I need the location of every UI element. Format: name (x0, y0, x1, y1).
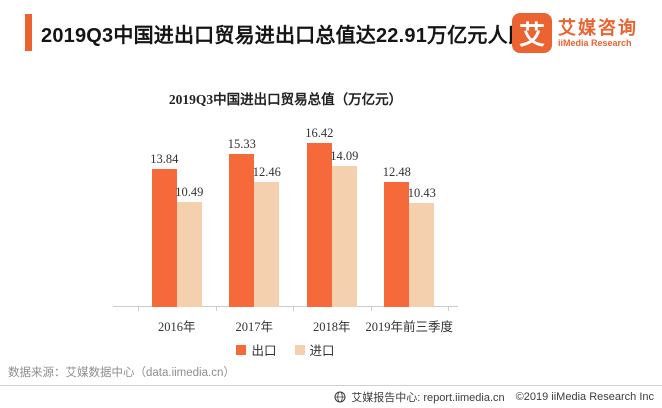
value-label-import-3: 14.09 (330, 149, 359, 163)
legend-item-export: 出口 (236, 340, 277, 359)
iimedia-logo-icon: 艾 (512, 13, 552, 53)
x-axis-label-1: 2016年 (157, 320, 196, 334)
globe-icon (334, 391, 346, 403)
data-source-note: 数据来源：艾媒数据中心（data.iimedia.cn） (8, 367, 235, 379)
bar-import-3 (331, 166, 357, 307)
chart-legend: 出口 进口 (113, 340, 458, 359)
chart-title: 2019Q3中国进出口贸易总值（万亿元） (168, 92, 403, 107)
brand-text: 艾媒咨询 iiMedia Research (558, 18, 638, 49)
report-header: 2019Q3中国进出口贸易进出口总值达22.91万亿元人民币 艾 艾媒咨询 ii… (0, 0, 662, 60)
page-title: 2019Q3中国进出口贸易进出口总值达22.91万亿元人民币 (41, 25, 549, 47)
bar-export-1 (151, 169, 177, 307)
axis-tick (293, 307, 294, 311)
value-label-import-2: 12.46 (252, 165, 281, 179)
title-accent-bar (25, 14, 32, 51)
legend-label-export: 出口 (251, 344, 277, 358)
axis-tick (370, 307, 372, 311)
footer-site-link: 艾媒报告中心: report.iimedia.cn (351, 392, 505, 404)
x-axis-label-4: 2019年前三季度 (365, 320, 453, 334)
axis-tick (215, 307, 217, 311)
x-axis-line (113, 306, 458, 307)
value-label-export-1: 13.84 (150, 152, 179, 166)
x-axis-label-3: 2018年 (312, 320, 351, 334)
legend-swatch-export (236, 344, 247, 355)
legend-swatch-import (294, 344, 305, 355)
plot-area: 13.84 10.49 15.33 12.46 16.42 14.09 12.48 10.43 (113, 126, 458, 311)
value-label-import-1: 10.49 (175, 185, 204, 199)
bar-import-2 (254, 182, 280, 307)
report-footer: 艾媒报告中心: report.iimedia.cn ©2019 iiMedia … (0, 385, 662, 408)
axis-tick (138, 307, 139, 311)
axis-tick (448, 307, 449, 311)
legend-label-import: 进口 (309, 344, 335, 358)
brand-name-en: iiMedia Research (558, 37, 632, 48)
x-axis-label-2: 2017年 (235, 320, 273, 334)
value-label-export-3: 16.42 (305, 126, 334, 140)
bar-chart: 2019Q3中国进出口贸易总值（万亿元） 13.84 10.49 15.33 12.4… (113, 90, 458, 359)
value-label-export-2: 15.33 (227, 137, 256, 151)
bar-export-2 (229, 154, 255, 307)
bar-export-3 (306, 143, 332, 307)
legend-item-import: 进口 (294, 340, 335, 359)
bar-import-1 (176, 202, 202, 307)
value-label-import-4: 10.43 (407, 186, 436, 200)
value-label-export-4: 12.48 (382, 165, 411, 179)
bar-export-4 (384, 182, 410, 307)
footer-copyright: ©2019 iiMedia Research Inc (515, 391, 654, 403)
iimedia-logo: 艾 艾媒咨询 iiMedia Research (512, 13, 638, 53)
brand-name-cn: 艾媒咨询 (558, 17, 638, 38)
bar-import-4 (409, 203, 435, 307)
x-axis-labels: 2016年 2017年 2018年 2019年前三季度 (113, 307, 458, 334)
